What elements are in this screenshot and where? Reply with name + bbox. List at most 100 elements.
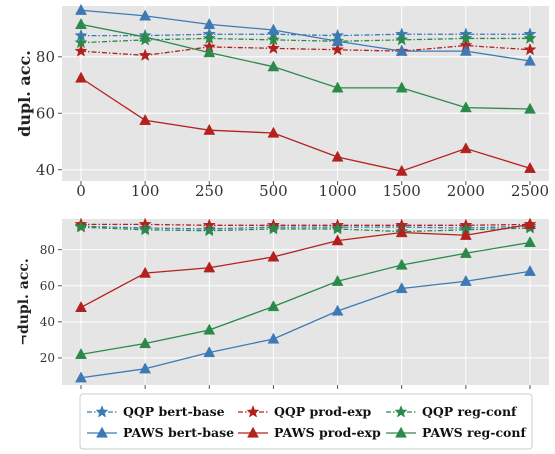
legend-label: PAWS prod-exp [274,425,381,440]
series-paws-prod-exp [75,218,536,313]
data-point [74,44,88,57]
series-line [80,23,531,110]
data-point [459,246,472,258]
y-axis-label: ¬dupl. acc. [16,258,32,346]
legend-label: QQP prod-exp [274,404,372,419]
data-point [203,323,216,335]
data-point [524,102,536,114]
legend-marker [394,405,408,418]
data-point [331,304,344,316]
data-point [139,337,152,349]
y-axis-label: dupl. acc. [15,50,34,137]
data-point [395,258,408,270]
data-point [203,346,216,358]
series-paws-bert-base [75,265,536,383]
data-point [139,30,152,42]
data-point [459,274,472,286]
x-tick-label: 1500 [383,182,421,200]
data-point [266,41,281,54]
data-point [267,126,280,138]
series-paws-reg-conf [75,18,536,114]
x-tick-label: 250 [195,182,224,200]
data-point [75,18,87,29]
data-point [75,301,87,313]
axis-ticks: 20 40 60 80 [40,243,531,389]
series-paws-bert-base [75,3,536,66]
data-point [138,48,152,61]
x-tick-label: 2000 [447,182,485,200]
plot-background [62,219,549,385]
legend-entry-paws-reg-conf: PAWS reg-conf [386,425,527,440]
data-point [523,42,537,56]
y-tick-label: 80 [36,48,55,66]
data-point [395,44,408,56]
data-point [395,32,409,46]
data-point [75,371,87,383]
legend-entry-qqp-prod-exp: QQP prod-exp [238,404,372,419]
x-tick-label: 500 [259,182,288,200]
series-paws-reg-conf [75,236,536,359]
legend-entry-paws-prod-exp: PAWS prod-exp [238,425,381,440]
legend-entry-qqp-reg-conf: QQP reg-conf [386,404,518,419]
data-point [331,274,344,286]
series-paws-prod-exp [75,71,536,176]
legend-marker [95,405,109,418]
y-tick-label: 60 [40,279,55,293]
data-point [524,236,536,248]
series-line [80,9,531,62]
data-point [202,31,216,45]
legend-marker [247,426,259,438]
data-point [395,226,408,238]
data-point [395,164,408,176]
data-point [524,161,536,173]
legend-marker [96,426,108,438]
data-point [203,261,216,273]
data-point [203,18,216,29]
y-tick-label: 40 [40,315,55,329]
legend-entry-paws-bert-base: PAWS bert-base [87,425,234,440]
data-point [266,222,281,235]
data-point [395,282,408,294]
plot-background [62,6,549,181]
y-tick-label: 40 [36,161,55,179]
data-point [139,266,152,278]
data-point [266,32,281,46]
y-tick-label: 20 [40,351,55,365]
x-tick-label: 1000 [318,182,356,200]
series-line [81,223,531,226]
series-line [80,225,531,230]
legend-marker [246,405,260,418]
x-tick-label: 100 [131,182,160,200]
data-point [139,113,152,125]
data-point [331,150,344,162]
legend-entry-qqp-bert-base: QQP bert-base [87,404,225,419]
data-point [74,35,88,49]
series-line [81,33,530,37]
data-point [459,142,472,154]
legend-box [79,393,533,450]
data-point [267,332,280,344]
data-point [523,31,537,45]
data-point [395,81,408,93]
series-line [80,223,531,308]
series-line [80,44,531,57]
data-point [267,250,280,262]
legend-label: PAWS bert-base [123,425,234,440]
y-tick-label: 80 [40,243,55,257]
data-point [75,71,87,83]
series-line [80,226,531,233]
bottom-chart-panel: 20 40 60 80 ¬dupl. acc. [16,217,549,389]
data-point [330,42,345,56]
data-point [138,222,152,236]
data-point [267,23,280,35]
series-line [80,241,531,355]
legend-label: PAWS reg-conf [422,425,527,440]
data-point [459,31,473,45]
data-point [267,60,280,72]
series-line [80,270,531,379]
data-point [524,218,536,230]
legend-label: QQP reg-conf [422,404,518,419]
top-chart-panel: 40 60 80 0 100 250 500 1000 1500 2000 2500 dupl. ac… [15,3,549,200]
data-point [203,123,216,135]
